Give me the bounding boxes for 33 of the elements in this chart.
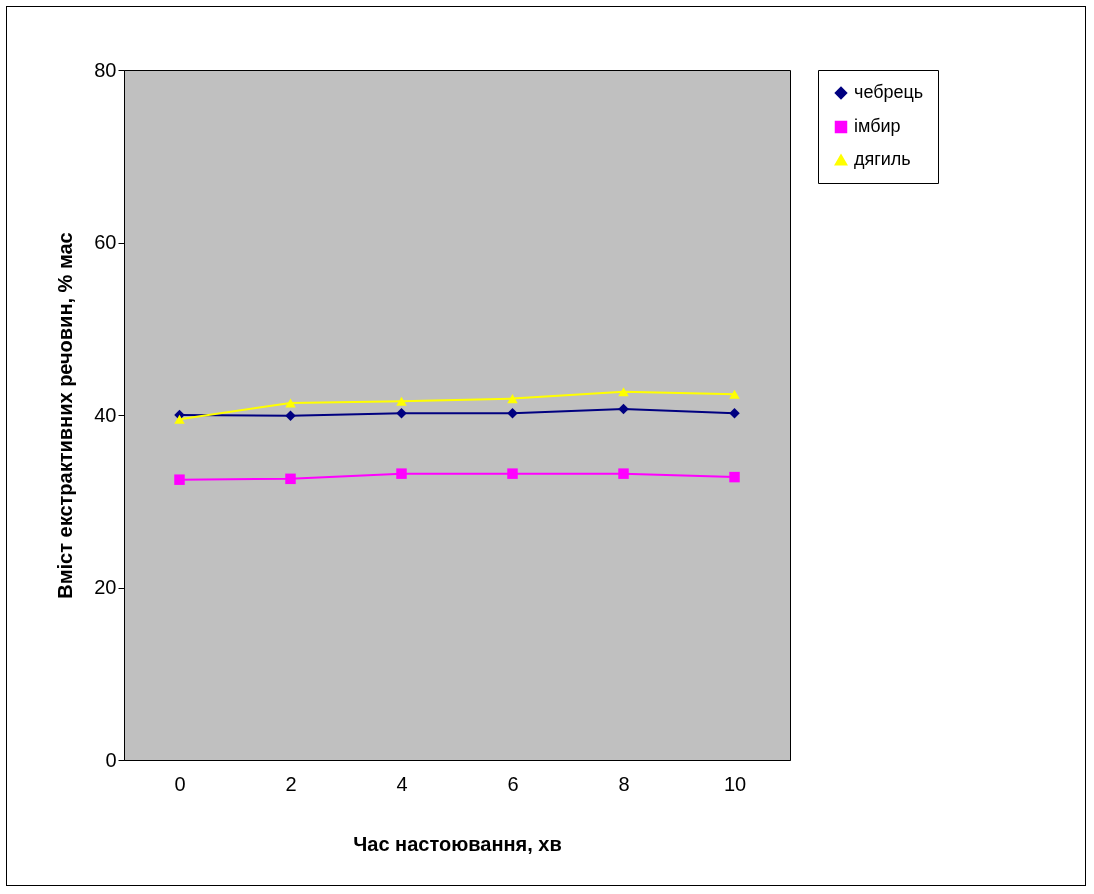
point xyxy=(396,468,407,479)
point xyxy=(729,471,740,483)
x-tick-label: 10 xyxy=(723,772,747,795)
point xyxy=(285,410,296,422)
y-axis-title: Вміст екстрактивних речовин, % мас xyxy=(54,232,77,599)
point xyxy=(507,468,518,479)
x-axis-title: Час настоювання, хв xyxy=(353,832,562,855)
legend-label: чебрець xyxy=(854,82,924,102)
point xyxy=(618,468,629,479)
point xyxy=(618,403,629,415)
x-tick-label: 8 xyxy=(618,772,630,795)
legend-label: імбир xyxy=(854,116,901,136)
point xyxy=(396,408,407,419)
point xyxy=(729,389,740,399)
y-tick-label: 20 xyxy=(94,576,117,598)
point xyxy=(507,394,518,404)
legend-label: дягиль xyxy=(854,149,911,169)
x-tick-label: 2 xyxy=(285,772,297,795)
y-tick-label: 40 xyxy=(94,403,117,426)
point xyxy=(396,396,407,406)
point xyxy=(285,398,296,408)
y-tick-label: 60 xyxy=(94,231,117,253)
x-tick-label: 0 xyxy=(174,772,186,795)
point xyxy=(285,473,296,485)
point xyxy=(174,414,185,424)
point xyxy=(507,408,518,419)
x-tick-label: 6 xyxy=(507,772,519,795)
x-tick-label: 4 xyxy=(396,772,408,795)
y-tick-label: 0 xyxy=(105,748,117,771)
point xyxy=(618,387,629,397)
point xyxy=(174,474,185,485)
y-tick-label: 80 xyxy=(94,58,117,81)
point xyxy=(729,408,740,419)
